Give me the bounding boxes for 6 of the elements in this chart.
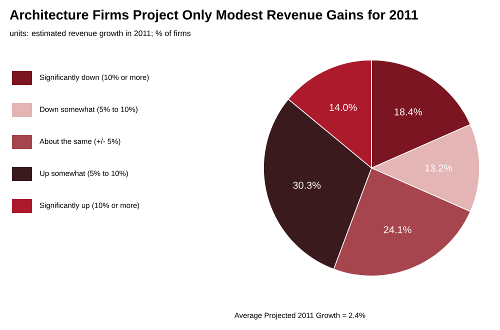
data-label: 14.0% [330, 104, 357, 111]
data-label: 13.2% [425, 164, 452, 172]
data-label: 30.3% [293, 182, 321, 189]
data-label: 24.1% [384, 226, 412, 234]
data-label: 18.4% [394, 108, 422, 116]
chart-title: Architecture Firms Project Only Modest Revenue Gains for 2011 [10, 10, 418, 22]
